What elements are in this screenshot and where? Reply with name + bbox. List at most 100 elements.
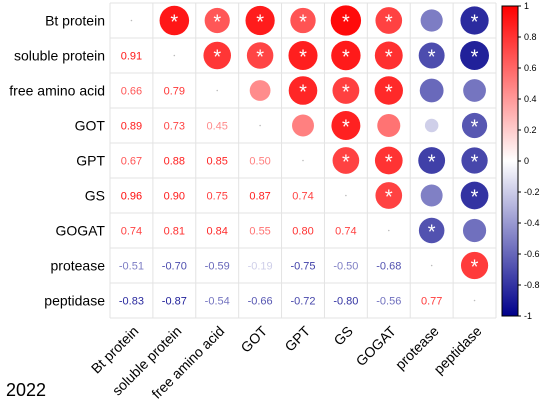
correlation-circle [460,41,490,70]
correlation-value: -0.87 [162,296,187,308]
row-label: Bt protein [45,13,105,29]
correlation-circle [330,5,362,36]
significance-star: * [342,82,350,104]
correlation-value: 0.79 [164,86,185,98]
diagonal-dot [173,54,176,57]
year-annotation: 2022 [6,380,47,400]
significance-star: * [428,222,436,244]
significance-star: * [256,12,264,34]
significance-star: * [213,12,221,34]
significance-star: * [428,47,436,69]
correlation-value: 0.74 [335,226,356,238]
colorbar-tick-label: -0.2 [524,187,540,197]
correlation-value: -0.66 [248,296,273,308]
correlation-value: -0.75 [290,261,315,273]
correlation-circle [290,7,316,34]
colorbar-tick-label: 0.6 [524,63,537,73]
correlation-value: -0.56 [376,296,401,308]
correlation-value: 0.45 [207,121,228,133]
correlation-circle [332,147,360,174]
correlation-circle [332,77,360,104]
significance-star: * [299,82,307,104]
correlation-circle [418,147,446,174]
correlation-circle [203,41,231,70]
row-label: GOGAT [55,223,105,239]
correlation-circle [463,79,486,102]
row-label: GOT [75,118,106,134]
diagonal-dot [130,19,133,22]
colorbar-tick-label: 0.8 [524,32,537,42]
correlation-circle [246,42,274,69]
row-label: protease [51,258,106,274]
colorbar-tick-label: 0.2 [524,125,537,135]
correlation-circle [419,78,444,103]
significance-star: * [471,47,479,69]
colorbar-tick-label: -1 [524,311,532,321]
correlation-circle [460,6,489,35]
column-label: GS [330,323,356,349]
correlation-value: 0.88 [164,156,185,168]
significance-star: * [428,152,436,174]
row-label: peptidase [44,293,105,309]
correlation-value: 0.81 [164,226,185,238]
correlation-circle [461,147,488,174]
correlation-circle [377,114,401,137]
correlation-value: -0.50 [333,261,358,273]
significance-star: * [342,47,350,69]
correlation-circle [292,114,314,137]
diagonal-dot [216,89,219,92]
correlation-value: 0.74 [292,191,313,203]
significance-star: * [385,47,393,69]
correlation-circle [420,9,443,32]
correlation-circle [374,41,403,70]
colorbar-tick-label: 0 [524,156,529,166]
correlation-circle [374,146,403,175]
correlation-circle [288,76,318,105]
grid [109,2,497,319]
correlation-circle [424,118,439,133]
correlation-circle [418,217,445,244]
significance-star: * [342,12,350,34]
significance-star: * [471,152,479,174]
diagonal-dot [473,299,476,302]
diagonal-dot [302,159,304,162]
row-label: soluble protein [14,48,105,64]
correlation-circle [331,111,361,140]
correlation-circle [460,181,489,210]
significance-star: * [471,257,479,279]
correlation-circle [374,76,403,105]
correlation-value: 0.96 [121,191,142,203]
significance-star: * [299,12,307,34]
column-label: peptidase [430,323,484,377]
correlation-value: 0.87 [249,191,270,203]
correlation-value: 0.74 [121,226,142,238]
colorbar-bar [501,5,519,317]
significance-star: * [170,12,178,34]
significance-star: * [342,152,350,174]
correlation-value: 0.50 [249,156,270,168]
correlation-value: 0.55 [249,226,270,238]
correlation-value: 0.67 [121,156,142,168]
significance-star: * [471,12,479,34]
correlation-value: -0.70 [162,261,187,273]
correlation-value: 0.89 [121,121,142,133]
significance-star: * [299,47,307,69]
correlation-value: 0.75 [207,191,228,203]
correlation-circle [249,80,271,101]
correlation-value: -0.54 [205,296,230,308]
colorbar-tick-label: -0.6 [524,249,540,259]
correlation-circle [375,182,403,209]
row-label: GS [85,188,105,204]
row-label: free amino acid [9,83,105,99]
correlation-value: 0.90 [164,191,185,203]
correlation-circle [460,251,489,280]
correlation-value: -0.68 [376,261,401,273]
significance-star: * [385,187,393,209]
significance-star: * [385,152,393,174]
diagonal-dot [259,124,261,127]
correlation-value: 0.85 [207,156,228,168]
colorbar-tick-label: 1 [524,1,529,11]
significance-star: * [385,12,393,34]
correlation-value: -0.80 [333,296,358,308]
